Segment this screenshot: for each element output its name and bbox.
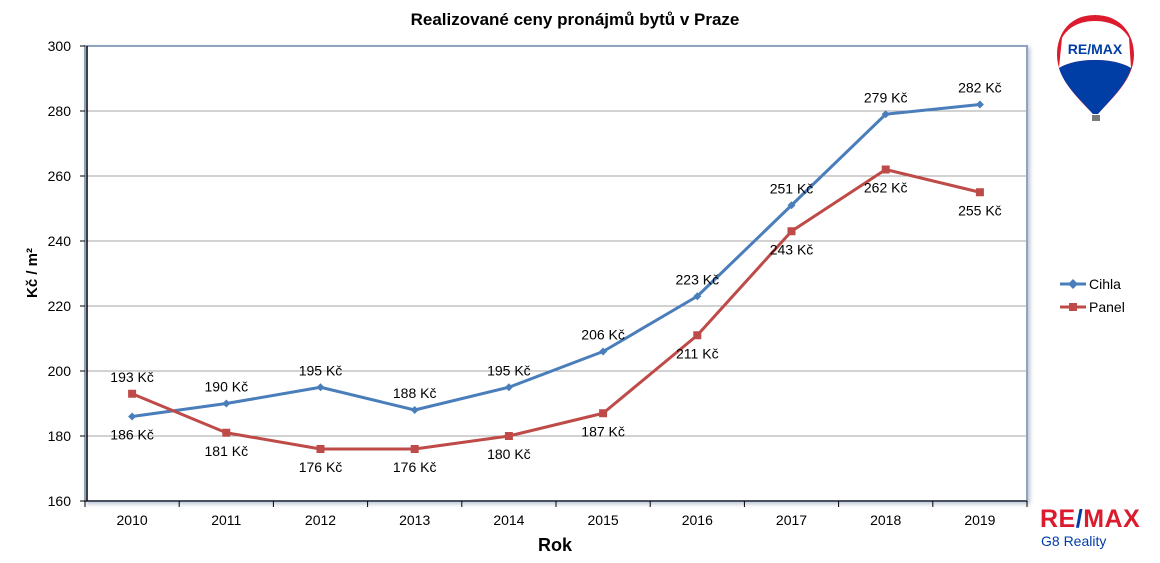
x-axis-title: Rok xyxy=(538,535,573,555)
data-label-panel: 181 Kč xyxy=(205,443,249,459)
data-point-cihla xyxy=(128,412,137,421)
legend-label-cihla: Cihla xyxy=(1089,276,1121,292)
data-point-cihla xyxy=(222,399,231,408)
data-point-cihla xyxy=(787,201,796,210)
data-label-panel: 176 Kč xyxy=(393,459,437,475)
data-point-cihla xyxy=(504,383,513,392)
y-tick-label: 220 xyxy=(48,298,72,314)
data-label-panel: 255 Kč xyxy=(958,202,1002,218)
y-axis-ticks: 160 180 200 220 240 260 280 300 xyxy=(48,38,1027,509)
y-tick-label: 180 xyxy=(48,428,72,444)
data-labels: 186 Kč 190 Kč 195 Kč 188 Kč 195 Kč 206 Kč 223 … xyxy=(110,80,1001,476)
legend-marker-cihla xyxy=(1068,279,1078,289)
data-point-panel xyxy=(504,432,513,440)
x-axis-ticks: 2010 2011 2012 2013 2014 2015 2016 2017 2018 2019 xyxy=(84,501,1028,528)
remax-g8-logo: RE/MAX G8 Reality xyxy=(1040,505,1140,549)
y-tick-label: 280 xyxy=(48,103,72,119)
x-tick-label: 2019 xyxy=(964,512,995,528)
x-tick-label: 2014 xyxy=(493,512,524,528)
logo-re: RE xyxy=(1040,505,1076,533)
data-point-cihla xyxy=(599,347,608,356)
data-point-cihla xyxy=(410,406,419,414)
data-label-cihla: 223 Kč xyxy=(676,271,720,287)
data-point-panel xyxy=(975,188,984,197)
logo-slash: / xyxy=(1076,505,1083,533)
series-markers xyxy=(128,100,984,453)
data-point-panel xyxy=(693,331,702,340)
data-point-panel xyxy=(881,165,890,174)
x-tick-label: 2012 xyxy=(305,512,336,528)
data-point-panel xyxy=(128,389,137,398)
series-line-panel xyxy=(131,168,981,451)
y-tick-label: 160 xyxy=(48,493,72,509)
data-label-panel: 176 Kč xyxy=(299,459,343,475)
data-point-cihla xyxy=(881,110,890,119)
data-point-panel xyxy=(410,445,419,453)
data-label-cihla: 188 Kč xyxy=(393,385,437,401)
x-tick-label: 2015 xyxy=(588,512,619,528)
data-label-cihla: 195 Kč xyxy=(299,362,343,378)
data-label-cihla: 251 Kč xyxy=(770,180,814,196)
remax-balloon-logo: RE/MAX xyxy=(1057,15,1134,121)
balloon-blue-bottom xyxy=(1059,60,1131,114)
y-tick-label: 300 xyxy=(48,38,72,54)
x-tick-label: 2018 xyxy=(870,512,901,528)
legend-marker-panel xyxy=(1069,303,1077,311)
balloon-basket xyxy=(1092,115,1100,121)
data-label-cihla: 195 Kč xyxy=(487,362,531,378)
series-lines xyxy=(131,103,981,451)
data-point-panel xyxy=(316,445,325,453)
y-tick-label: 240 xyxy=(48,233,72,249)
data-label-cihla: 190 Kč xyxy=(205,379,249,395)
data-label-cihla: 206 Kč xyxy=(581,327,625,343)
data-label-cihla: 186 Kč xyxy=(110,427,154,443)
x-tick-label: 2013 xyxy=(399,512,430,528)
data-label-cihla: 282 Kč xyxy=(958,80,1002,96)
data-point-cihla xyxy=(693,292,702,301)
y-tick-label: 260 xyxy=(48,168,72,184)
data-point-panel xyxy=(787,227,796,236)
balloon-text: RE/MAX xyxy=(1068,41,1123,57)
logo-tagline: G8 Reality xyxy=(1041,533,1106,549)
data-label-panel: 211 Kč xyxy=(676,345,719,361)
x-tick-label: 2017 xyxy=(776,512,807,528)
data-point-cihla xyxy=(975,100,984,109)
logo-wordmark: RE/MAX xyxy=(1040,505,1140,533)
data-point-panel xyxy=(222,428,231,437)
legend: Cihla Panel xyxy=(1060,276,1125,315)
series-line-cihla xyxy=(131,103,981,418)
data-label-panel: 187 Kč xyxy=(581,423,625,439)
y-tick-label: 200 xyxy=(48,363,72,379)
data-label-panel: 262 Kč xyxy=(864,180,908,196)
data-label-panel: 243 Kč xyxy=(770,241,814,257)
x-tick-label: 2010 xyxy=(117,512,148,528)
logo-max: MAX xyxy=(1083,505,1140,533)
data-label-panel: 193 Kč xyxy=(110,369,154,385)
chart-title: Realizované ceny pronájmů bytů v Praze xyxy=(411,10,740,29)
legend-label-panel: Panel xyxy=(1089,299,1125,315)
data-point-cihla xyxy=(316,383,325,392)
x-tick-label: 2016 xyxy=(682,512,713,528)
data-label-panel: 180 Kč xyxy=(487,446,531,462)
y-axis-title: Kč / m² xyxy=(24,248,41,298)
data-label-cihla: 279 Kč xyxy=(864,89,908,105)
balloon-white-band xyxy=(1059,21,1131,68)
data-point-panel xyxy=(599,409,608,418)
x-tick-label: 2011 xyxy=(211,512,241,528)
